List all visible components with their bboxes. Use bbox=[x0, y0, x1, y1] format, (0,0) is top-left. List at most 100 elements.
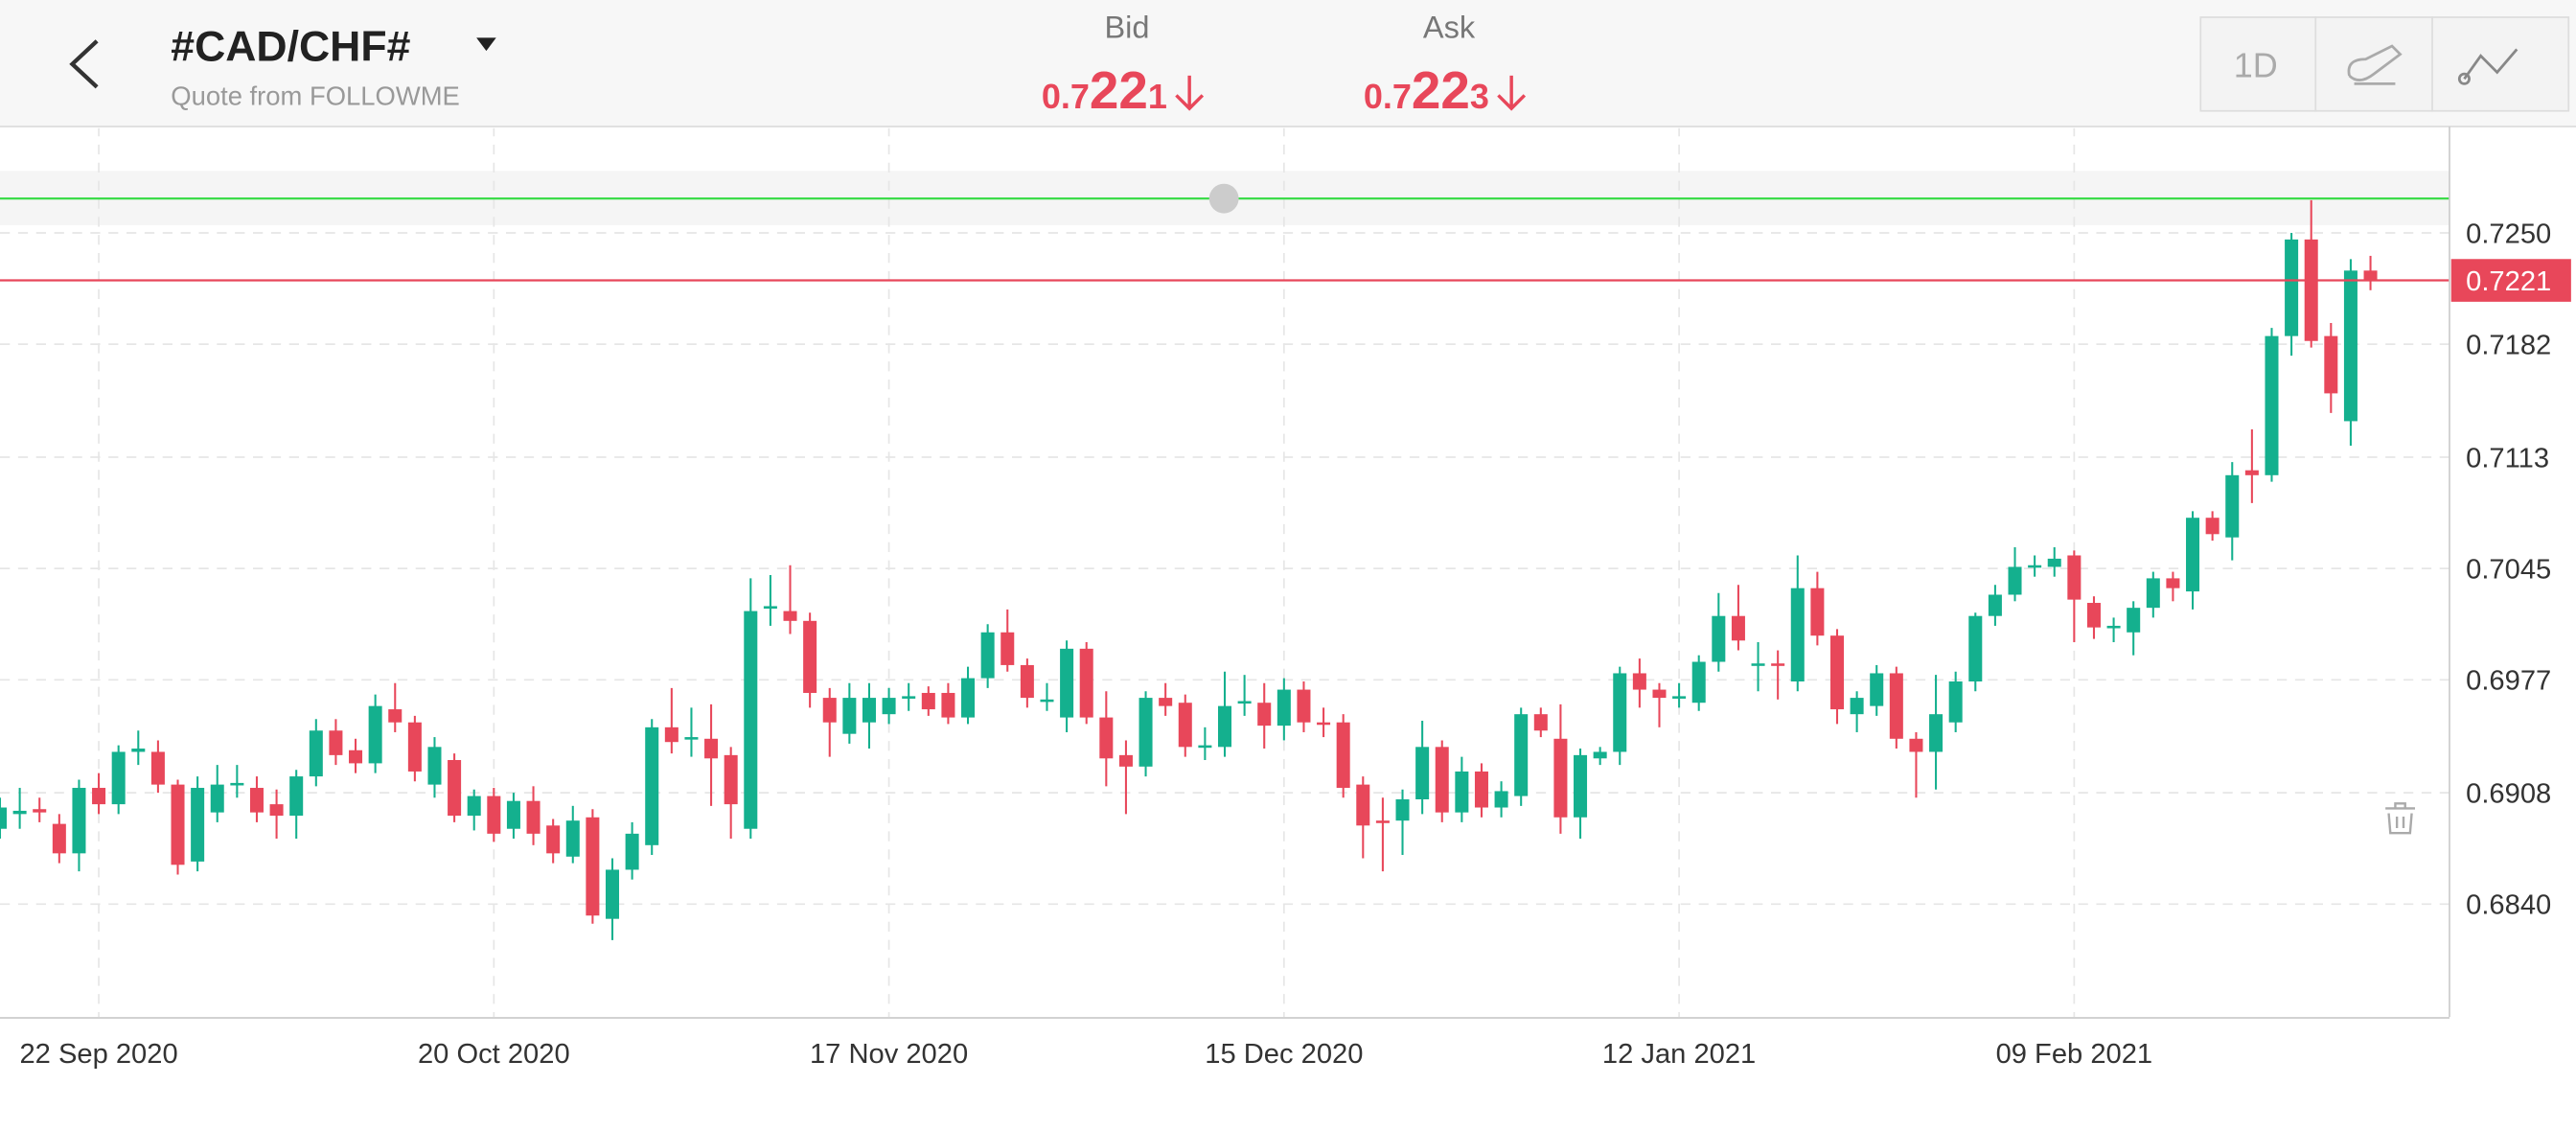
candle-body bbox=[1652, 689, 1667, 699]
candle-body bbox=[448, 759, 462, 817]
x-tick-label: 17 Nov 2020 bbox=[810, 1039, 968, 1070]
candle-body bbox=[487, 796, 501, 834]
candle-body bbox=[92, 788, 106, 805]
current-price-label: 0.7221 bbox=[2466, 266, 2551, 297]
candle-body bbox=[704, 738, 719, 759]
x-tick-label: 12 Jan 2021 bbox=[1602, 1039, 1756, 1070]
candle-body bbox=[664, 726, 678, 743]
candle-body bbox=[1632, 673, 1646, 690]
candle-body bbox=[1593, 751, 1607, 759]
candle-body bbox=[1375, 820, 1390, 823]
candle-body bbox=[309, 730, 323, 777]
candle-body bbox=[269, 804, 284, 817]
candle-body bbox=[1850, 698, 1864, 715]
candle-body bbox=[2086, 603, 2101, 628]
candle-body bbox=[210, 784, 224, 813]
candle-body bbox=[2285, 239, 2299, 336]
candle-body bbox=[1138, 698, 1153, 767]
candle-body bbox=[1553, 738, 1568, 818]
candle-body bbox=[1948, 681, 1963, 723]
candle-body bbox=[2008, 566, 2022, 595]
candle-body bbox=[249, 788, 264, 813]
candle-body bbox=[1317, 722, 1331, 726]
candle-body bbox=[744, 611, 758, 829]
candle-body bbox=[902, 696, 916, 699]
candle-body bbox=[2225, 474, 2240, 538]
bid-label: Bid bbox=[1104, 10, 1149, 44]
candle-body bbox=[2363, 270, 2378, 281]
candle-body bbox=[684, 737, 699, 740]
candle-body bbox=[230, 782, 244, 786]
y-tick-label: 0.6908 bbox=[2466, 778, 2551, 809]
overlay: 0.7250 0.7182 0.7113 0.7045 0.6977 0.6908 0.68… bbox=[19, 183, 2571, 1070]
candle-body bbox=[546, 825, 561, 854]
candle-body bbox=[882, 698, 896, 715]
candle-body bbox=[33, 809, 47, 813]
candle-body bbox=[1395, 798, 1410, 821]
candle-body bbox=[1810, 588, 1825, 636]
candle-body bbox=[586, 817, 600, 916]
candle-body bbox=[941, 692, 955, 718]
candle-body bbox=[1198, 745, 1212, 749]
symbol-dropdown[interactable] bbox=[476, 37, 496, 52]
candle-body bbox=[822, 698, 837, 723]
candle-body bbox=[803, 620, 817, 693]
candle-body bbox=[289, 776, 304, 817]
candle-body bbox=[921, 692, 935, 710]
candle-body bbox=[1435, 747, 1449, 813]
candle-body bbox=[1178, 703, 1192, 748]
candle-body bbox=[2244, 470, 2259, 475]
symbol[interactable]: #CAD/CHF# bbox=[171, 23, 410, 70]
candle-body bbox=[1079, 648, 1093, 718]
candle-body bbox=[2067, 555, 2082, 600]
candle-body bbox=[2205, 518, 2220, 535]
candle-body bbox=[645, 726, 659, 845]
candle-body bbox=[862, 698, 876, 723]
x-tick-label: 15 Dec 2020 bbox=[1205, 1039, 1363, 1070]
candle-body bbox=[1099, 717, 1114, 759]
back-button[interactable] bbox=[69, 39, 99, 89]
bid-down-arrow bbox=[1175, 75, 1205, 111]
candle-body bbox=[1988, 594, 2002, 616]
candle-body bbox=[1909, 738, 1923, 752]
y-tick-label: 0.7045 bbox=[2466, 554, 2551, 585]
candle-body bbox=[12, 810, 27, 815]
candle-body bbox=[1415, 747, 1430, 799]
ask-price: 0.7223 bbox=[1364, 60, 1489, 120]
candle-body bbox=[1237, 701, 1252, 704]
candle-body bbox=[506, 800, 520, 829]
x-tick-label: 22 Sep 2020 bbox=[19, 1039, 177, 1070]
candle-body bbox=[467, 796, 481, 817]
candle-body bbox=[407, 722, 422, 772]
candle-body bbox=[1672, 696, 1687, 699]
candle-body bbox=[1336, 722, 1350, 789]
candle-body bbox=[1751, 663, 1765, 666]
candle-body bbox=[961, 678, 976, 718]
y-tick-label: 0.6977 bbox=[2466, 666, 2551, 697]
candle-body bbox=[1870, 673, 1884, 706]
candle-body bbox=[2265, 335, 2279, 475]
timeframe-button[interactable]: 1D bbox=[2234, 46, 2278, 85]
candle-body bbox=[1691, 661, 1706, 703]
candle-body bbox=[1276, 689, 1291, 726]
candle-body bbox=[171, 784, 185, 865]
candle-body bbox=[72, 788, 86, 854]
candle-body bbox=[1533, 714, 1548, 731]
candle-body bbox=[1040, 699, 1054, 703]
bid-price: 0.7221 bbox=[1042, 60, 1167, 120]
line-handle[interactable] bbox=[1208, 183, 1239, 214]
candle-body bbox=[2146, 578, 2160, 609]
candle-body bbox=[980, 632, 995, 679]
candle-body bbox=[1790, 588, 1805, 682]
toolbar bbox=[2199, 16, 2570, 112]
indicator-button[interactable] bbox=[2457, 48, 2518, 85]
candle-body bbox=[1060, 648, 1074, 718]
candle-body bbox=[1118, 754, 1133, 767]
top-bar bbox=[0, 0, 2576, 127]
candle-body bbox=[1474, 771, 1488, 808]
draw-tool-button[interactable] bbox=[2347, 44, 2403, 85]
candle-body bbox=[131, 749, 146, 752]
y-tick-label: 0.6840 bbox=[2466, 890, 2551, 921]
delete-button[interactable] bbox=[2385, 802, 2415, 835]
